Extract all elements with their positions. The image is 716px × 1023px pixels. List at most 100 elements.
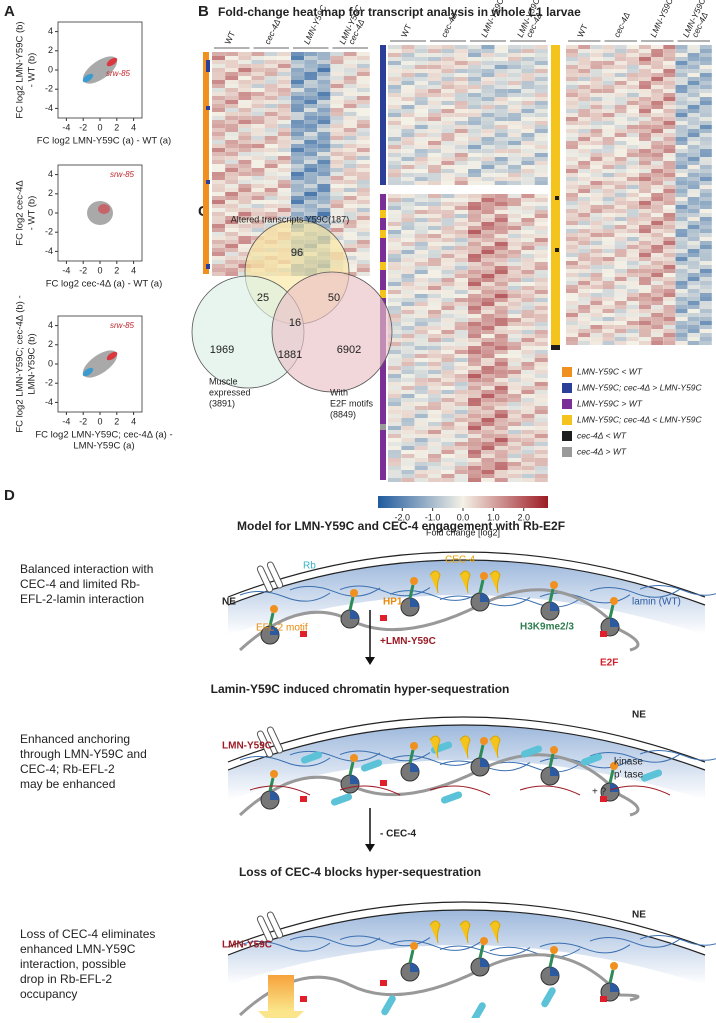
heatmap-cell [414, 161, 428, 165]
heatmap-cell [401, 262, 415, 266]
heatmap-cell [590, 269, 603, 273]
heatmap-cell [663, 81, 676, 85]
heatmap-cell [304, 176, 318, 180]
heatmap-cell [508, 101, 522, 105]
heatmap-cell [441, 462, 455, 466]
heatmap-cell [317, 80, 331, 84]
heatmap-cell [508, 278, 522, 282]
heatmap-cell [454, 290, 468, 294]
heatmap-cell [494, 310, 508, 314]
heatmap-cell [687, 229, 700, 233]
heatmap-cell [639, 233, 651, 237]
heatmap-cell [626, 193, 639, 197]
heatmap-cell [414, 73, 428, 77]
heatmap-cell [414, 354, 428, 358]
heatmap-cell [651, 261, 664, 265]
legend-swatch [562, 447, 572, 457]
pore [266, 726, 284, 754]
heatmap-cell [428, 230, 442, 234]
heatmap-cell [566, 305, 578, 309]
heatmap-cell [388, 234, 402, 238]
heatmap-cell [566, 309, 578, 313]
heatmap-cell [614, 237, 627, 241]
heatmap-cell [428, 454, 442, 458]
h3k9-tail [608, 969, 615, 984]
heatmap-cell [401, 418, 415, 422]
heatmap-cell [508, 258, 522, 262]
lamina-band [228, 910, 705, 985]
heatmap-cell [428, 394, 442, 398]
heatmap-cell [494, 141, 508, 145]
heatmap-cell [494, 117, 508, 121]
heatmap-cell [291, 68, 304, 72]
heatmap-cell [468, 418, 482, 422]
heatmap-cell [508, 342, 522, 346]
heatmap-cell [494, 105, 508, 109]
heatmap-cell [534, 358, 548, 362]
heatmap-cell [414, 346, 428, 350]
heatmap-cell [534, 246, 548, 250]
x-tick-label: -2 [79, 416, 87, 426]
heatmap-cell [521, 113, 535, 117]
heatmap-cell [277, 60, 291, 64]
heatmap-cell [414, 478, 428, 482]
heatmap-cell [428, 202, 442, 206]
heatmap-cell [639, 221, 651, 225]
lamin-filament [639, 935, 716, 946]
heatmap-cell [590, 89, 603, 93]
set-label: (8849) [330, 409, 356, 419]
heatmap-cell [264, 108, 278, 112]
heatmap-cell [428, 137, 442, 141]
h3k9-tail [348, 761, 355, 776]
heatmap-cell [414, 366, 428, 370]
heatmap-cell [602, 341, 615, 345]
heatmap-cell [699, 185, 712, 189]
heatmap-cell [428, 318, 442, 322]
heatmap-cell [494, 81, 508, 85]
heatmap-cell [343, 76, 357, 80]
heatmap-cell [699, 169, 712, 173]
heatmap-cell [566, 241, 578, 245]
heatmap-cell [687, 289, 700, 293]
heatmap-cell [330, 96, 344, 100]
heatmap-cell [277, 96, 291, 100]
heatmap-cell [356, 132, 370, 136]
heatmap-cell [212, 212, 225, 216]
heatmap-cell [428, 346, 442, 350]
heatmap-cell [663, 85, 676, 89]
heatmap-cell [356, 76, 370, 80]
heatmap-cell [468, 105, 482, 109]
group-bar [206, 60, 210, 72]
heatmap-cell [264, 200, 278, 204]
heatmap-cell [651, 73, 664, 77]
column-header: WT [575, 23, 590, 39]
heatmap-cell [388, 145, 402, 149]
heatmap-cell [614, 225, 627, 229]
heatmap-cell [508, 438, 522, 442]
heatmap-cell [481, 278, 495, 282]
heatmap-cell [441, 177, 455, 181]
heatmap-cell [441, 149, 455, 153]
heatmap-cell [521, 338, 535, 342]
heatmap-cell [687, 173, 700, 177]
heatmap-cell [428, 266, 442, 270]
heatmap-cell [651, 193, 664, 197]
heatmap-cell [441, 117, 455, 121]
heatmap-cell [699, 333, 712, 337]
heatmap-cell [441, 266, 455, 270]
heatmap-cell [494, 153, 508, 157]
heatmap-cell [534, 85, 548, 89]
heatmap-cell [468, 93, 482, 97]
legend-swatch [562, 415, 572, 425]
heatmap-cell [508, 346, 522, 350]
heatmap-cell [534, 129, 548, 133]
heatmap-cell [401, 370, 415, 374]
e2f [600, 631, 607, 637]
heatmap-cell [441, 370, 455, 374]
heatmap-cell [651, 173, 664, 177]
heatmap-cell [225, 92, 239, 96]
heatmap-cell [468, 129, 482, 133]
heatmap-cell [441, 326, 455, 330]
heatmap-cell [251, 56, 265, 60]
heatmap-cell [651, 221, 664, 225]
